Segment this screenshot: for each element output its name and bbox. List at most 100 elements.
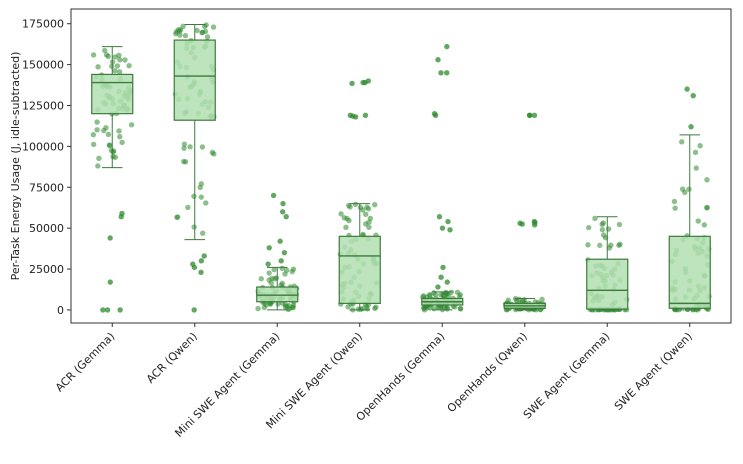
data-point: [279, 265, 285, 271]
outlier-point: [280, 200, 286, 207]
data-point: [679, 139, 685, 145]
data-point: [686, 186, 692, 192]
data-point: [197, 184, 203, 191]
outlier-point: [365, 78, 372, 84]
data-point: [119, 139, 125, 146]
data-point: [255, 305, 261, 312]
data-point: [200, 230, 206, 236]
data-point: [363, 211, 369, 218]
box-body: [586, 258, 629, 310]
data-point: [695, 218, 701, 224]
outlier-point: [278, 258, 284, 264]
data-point: [268, 280, 274, 286]
data-point: [90, 132, 97, 138]
outlier-point: [347, 112, 353, 119]
data-point: [95, 64, 101, 70]
data-point: [267, 301, 274, 307]
data-point: [96, 155, 102, 162]
data-point: [693, 165, 699, 171]
y-tick-label: 0: [57, 304, 64, 317]
data-point: [373, 304, 379, 310]
data-point: [187, 144, 193, 150]
outlier-point: [201, 253, 207, 259]
box-1: [91, 46, 134, 169]
data-point: [600, 232, 607, 238]
data-point: [105, 131, 112, 138]
y-tick-label: 125000: [22, 99, 64, 112]
points-6: [502, 112, 547, 313]
data-point: [128, 122, 135, 128]
data-point: [343, 224, 349, 231]
data-point: [279, 280, 286, 287]
x-tick-label: OpenHands (Gemma): [354, 330, 448, 424]
data-point: [199, 144, 206, 150]
data-point: [457, 305, 464, 312]
outlier-point: [277, 238, 283, 244]
data-point: [679, 186, 686, 192]
outlier-point: [266, 245, 272, 251]
outlier-point: [688, 124, 694, 130]
outlier-point: [362, 112, 369, 119]
data-point: [363, 221, 369, 227]
data-point: [258, 276, 264, 282]
data-point: [345, 304, 351, 310]
data-point: [704, 204, 710, 211]
data-point: [181, 141, 188, 147]
x-tick-label: SWE Agent (Gemma): [521, 330, 613, 422]
box-body: [338, 235, 381, 304]
data-point: [103, 52, 110, 58]
outlier-point: [690, 92, 696, 99]
outlier-point: [431, 110, 438, 117]
data-point: [173, 29, 180, 35]
x-tick-label: ACR (Gemma): [53, 330, 117, 394]
data-point: [122, 57, 128, 63]
data-point: [90, 52, 97, 58]
x-tick-label: OpenHands (Qwen): [445, 330, 530, 415]
data-point: [191, 224, 197, 230]
data-point: [341, 215, 347, 221]
outlier-point: [198, 258, 205, 264]
outlier-point: [107, 279, 113, 285]
outlier-point: [360, 79, 366, 86]
data-point: [599, 221, 605, 228]
box-4: [338, 203, 381, 311]
data-point: [365, 206, 372, 212]
data-point: [338, 211, 344, 217]
plot-frame: [70, 8, 732, 324]
data-point: [210, 24, 217, 30]
data-point: [442, 289, 449, 296]
data-point: [117, 57, 123, 63]
data-point: [692, 149, 699, 156]
data-point: [194, 27, 200, 34]
data-point: [209, 149, 216, 156]
outlier-point: [349, 80, 355, 87]
data-point: [101, 127, 107, 134]
data-point: [616, 221, 623, 228]
x-tick-label: ACR (Qwen): [144, 330, 200, 386]
data-point: [290, 266, 297, 272]
points-5: [420, 43, 464, 313]
outlier-point: [283, 213, 289, 220]
data-point: [110, 149, 116, 155]
outlier-point: [444, 43, 450, 50]
data-point: [360, 207, 366, 213]
outlier-point: [436, 213, 443, 220]
outlier-point: [444, 70, 450, 76]
data-point: [372, 202, 378, 208]
data-point: [199, 29, 206, 35]
data-point: [519, 298, 526, 305]
data-point: [282, 302, 289, 308]
outlier-point: [281, 249, 288, 256]
box-3: [256, 266, 299, 311]
outlier-point: [684, 86, 690, 92]
outlier-point: [438, 274, 444, 280]
data-point: [114, 63, 121, 69]
x-tick-label: SWE Agent (Qwen): [612, 330, 695, 413]
y-tick-label: 25000: [29, 263, 64, 276]
data-point: [117, 134, 123, 140]
outlier-point: [527, 112, 533, 119]
axes-layer: 0 25000 50000 75000 100000 125000 150000 175000…: [22, 8, 732, 440]
data-point: [106, 142, 113, 149]
data-point: [672, 205, 678, 211]
